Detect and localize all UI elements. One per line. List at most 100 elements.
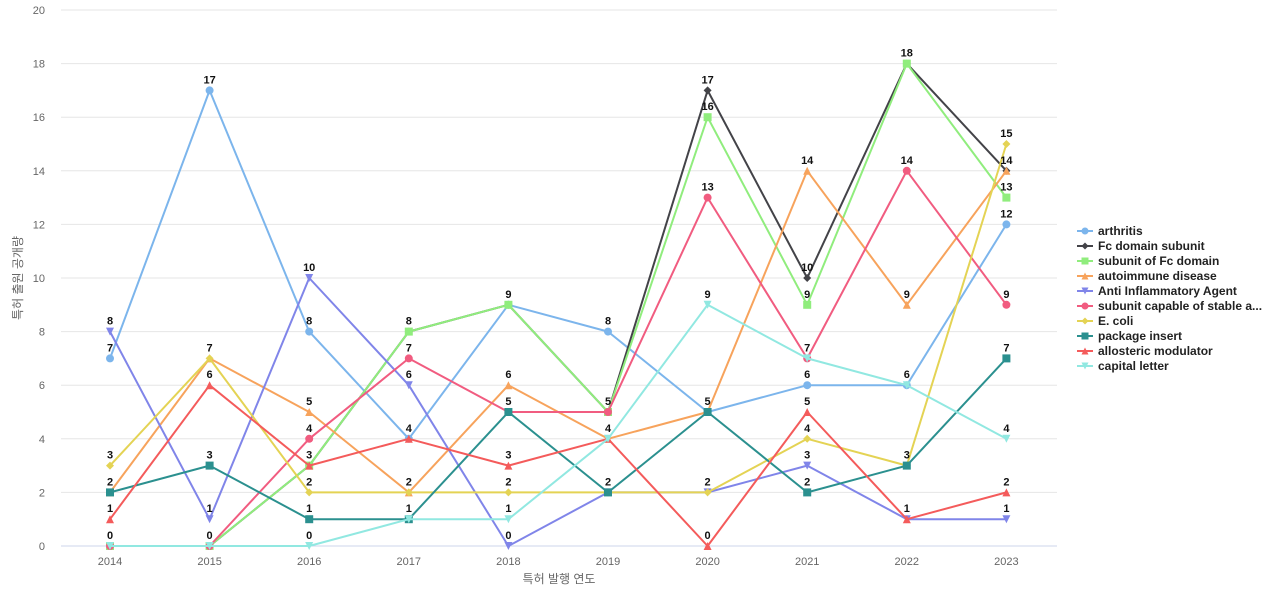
data-point[interactable]	[703, 86, 712, 95]
data-point[interactable]	[1002, 193, 1011, 202]
data-point[interactable]	[404, 515, 413, 524]
data-point[interactable]	[1002, 434, 1011, 443]
data-point[interactable]	[305, 327, 314, 336]
data-label: 5	[605, 396, 611, 408]
data-point[interactable]	[902, 461, 911, 470]
data-point[interactable]	[1002, 166, 1011, 175]
data-point[interactable]	[305, 434, 314, 443]
legend-item[interactable]: Anti Inflammatory Agent	[1077, 284, 1237, 298]
data-point[interactable]	[205, 86, 214, 95]
legend-label: capital letter	[1098, 359, 1169, 373]
data-point[interactable]	[803, 488, 812, 497]
data-point[interactable]	[106, 488, 114, 497]
data-point[interactable]	[803, 381, 812, 390]
data-point[interactable]	[106, 327, 114, 336]
data-point[interactable]	[703, 542, 712, 550]
data-point[interactable]	[803, 354, 812, 363]
legend-item[interactable]: subunit of Fc domain	[1077, 254, 1219, 268]
data-point[interactable]	[902, 166, 911, 175]
data-label: 14	[901, 155, 914, 167]
data-point[interactable]	[803, 461, 812, 470]
data-point[interactable]	[305, 274, 314, 282]
data-point[interactable]	[205, 461, 214, 470]
data-point[interactable]	[504, 542, 513, 550]
legend-item[interactable]: Fc domain subunit	[1077, 239, 1205, 253]
data-point[interactable]	[1002, 515, 1011, 524]
data-point[interactable]	[305, 461, 314, 470]
y-tick-label: 12	[33, 219, 45, 231]
data-point[interactable]	[305, 515, 314, 524]
data-point[interactable]	[205, 515, 214, 524]
x-tick-label: 2019	[596, 556, 620, 568]
legend-item[interactable]: capital letter	[1077, 359, 1169, 373]
data-point[interactable]	[504, 461, 513, 470]
data-point[interactable]	[404, 434, 413, 443]
data-point[interactable]	[1002, 300, 1011, 309]
data-point[interactable]	[1002, 488, 1011, 497]
data-point[interactable]	[305, 542, 314, 550]
data-point[interactable]	[803, 166, 812, 175]
data-point[interactable]	[305, 488, 314, 497]
data-label: 0	[505, 530, 511, 542]
data-point[interactable]	[803, 434, 812, 443]
legend-marker	[1081, 257, 1089, 265]
legend-item[interactable]: arthritis	[1077, 224, 1143, 238]
data-point[interactable]	[404, 488, 413, 497]
data-point[interactable]	[504, 381, 513, 390]
legend-item[interactable]: autoimmune disease	[1077, 269, 1217, 283]
data-point[interactable]	[404, 381, 413, 390]
data-point[interactable]	[305, 408, 314, 416]
data-point[interactable]	[803, 408, 812, 416]
legend-item[interactable]: subunit capable of stable a...	[1077, 299, 1262, 313]
data-label: 3	[505, 450, 511, 462]
data-point[interactable]	[803, 274, 812, 282]
data-point[interactable]	[404, 327, 413, 336]
data-point[interactable]	[106, 542, 114, 550]
data-label: 2	[505, 476, 511, 488]
data-point[interactable]	[1002, 220, 1011, 229]
data-point[interactable]	[703, 488, 712, 497]
data-point[interactable]	[205, 354, 214, 363]
data-point[interactable]	[504, 515, 513, 524]
data-point[interactable]	[504, 300, 513, 309]
data-label: 14	[1000, 155, 1013, 167]
data-point[interactable]	[1002, 140, 1011, 148]
legend-item[interactable]: E. coli	[1077, 314, 1133, 328]
data-label: 2	[107, 476, 113, 488]
y-tick-label: 6	[39, 380, 45, 392]
data-point[interactable]	[205, 542, 214, 550]
y-tick-label: 18	[33, 59, 45, 71]
legend-item[interactable]: package insert	[1077, 329, 1182, 343]
legend-item[interactable]: allosteric modulator	[1077, 344, 1213, 358]
data-label: 1	[406, 503, 412, 515]
data-point[interactable]	[604, 408, 612, 416]
y-tick-label: 0	[39, 541, 45, 553]
data-label: 4	[605, 423, 612, 435]
data-point[interactable]	[205, 381, 214, 390]
data-label: 9	[1003, 289, 1009, 301]
y-tick-label: 8	[39, 327, 45, 339]
data-point[interactable]	[604, 327, 612, 336]
data-point[interactable]	[106, 515, 114, 524]
data-point[interactable]	[604, 434, 612, 443]
data-point[interactable]	[902, 300, 911, 309]
data-label: 3	[904, 450, 910, 462]
data-point[interactable]	[504, 488, 513, 497]
data-point[interactable]	[902, 59, 911, 68]
data-point[interactable]	[106, 461, 114, 470]
data-point[interactable]	[504, 408, 513, 416]
data-point[interactable]	[106, 354, 114, 363]
legend-marker	[1081, 302, 1089, 310]
data-label: 1	[505, 503, 511, 515]
data-point[interactable]	[703, 113, 712, 122]
data-point[interactable]	[703, 408, 712, 416]
data-point[interactable]	[703, 193, 712, 202]
data-point[interactable]	[604, 488, 612, 497]
data-point[interactable]	[404, 354, 413, 363]
data-point[interactable]	[902, 515, 911, 524]
data-point[interactable]	[902, 381, 911, 390]
data-point[interactable]	[1002, 354, 1011, 363]
data-label: 9	[705, 289, 711, 301]
data-point[interactable]	[703, 300, 712, 309]
data-point[interactable]	[803, 300, 812, 309]
